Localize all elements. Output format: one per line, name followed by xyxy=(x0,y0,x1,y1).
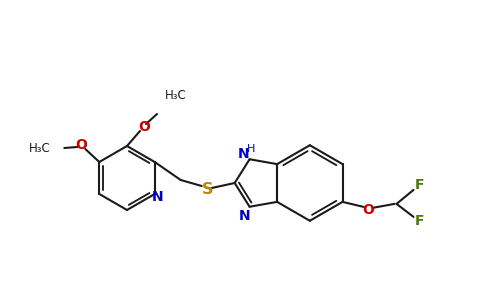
Text: H₃C: H₃C xyxy=(29,142,50,154)
Text: S: S xyxy=(202,182,213,197)
Text: N: N xyxy=(238,147,249,161)
Text: H₃C: H₃C xyxy=(165,89,187,102)
Text: F: F xyxy=(415,178,424,192)
Text: F: F xyxy=(415,214,424,228)
Text: O: O xyxy=(138,120,150,134)
Text: N: N xyxy=(239,209,250,223)
Text: O: O xyxy=(76,138,87,152)
Text: N: N xyxy=(152,190,164,204)
Text: H: H xyxy=(247,144,256,154)
Text: O: O xyxy=(363,203,375,217)
